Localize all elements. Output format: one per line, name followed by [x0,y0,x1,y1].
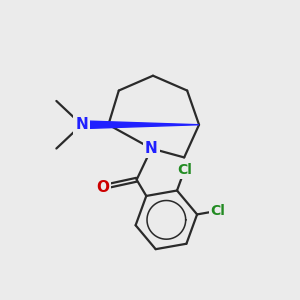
Text: N: N [75,117,88,132]
Text: Cl: Cl [211,204,226,218]
Polygon shape [82,121,199,129]
Text: Cl: Cl [177,164,192,177]
Text: N: N [145,141,158,156]
Text: O: O [96,180,109,195]
